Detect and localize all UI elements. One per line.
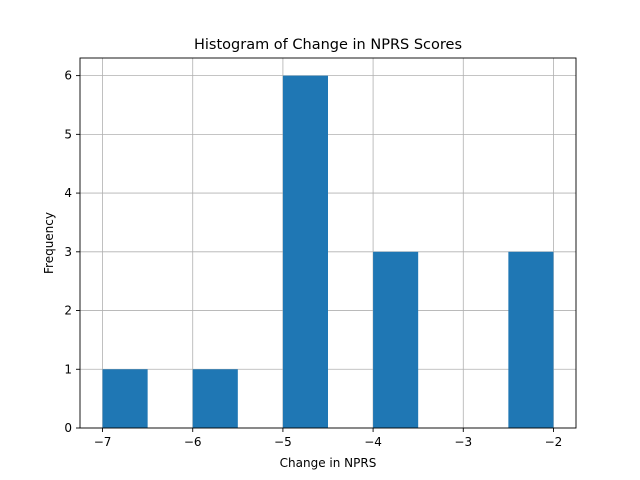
x-tick-label: −6 (184, 435, 202, 449)
histogram-bar (508, 251, 554, 428)
plot-frame (79, 57, 577, 429)
y-tick-label: 4 (64, 186, 72, 200)
y-tick-label: 2 (64, 304, 72, 318)
y-tick-label: 1 (64, 362, 72, 376)
x-tick-label: −4 (364, 435, 382, 449)
x-tick-label: −5 (274, 435, 292, 449)
y-axis-label: Frequency (42, 212, 56, 274)
y-tick-label: 5 (64, 127, 72, 141)
y-tick-label: 3 (64, 245, 72, 259)
x-tick-label: −7 (94, 435, 112, 449)
y-tick-label: 6 (64, 69, 72, 83)
x-tick-label: −2 (545, 435, 563, 449)
bars (102, 75, 554, 428)
histogram-bar (282, 75, 328, 428)
histogram-bar (102, 369, 148, 428)
histogram-bar (192, 369, 238, 428)
axis-ticks: −7 −6 −5 −4 −3 −2 0 1 2 3 4 5 6 (64, 69, 562, 449)
y-tick-label: 0 (64, 421, 72, 435)
x-tick-label: −3 (454, 435, 472, 449)
histogram-bar (373, 251, 419, 428)
x-axis-label: Change in NPRS (280, 456, 377, 470)
chart-title: Histogram of Change in NPRS Scores (194, 37, 462, 53)
